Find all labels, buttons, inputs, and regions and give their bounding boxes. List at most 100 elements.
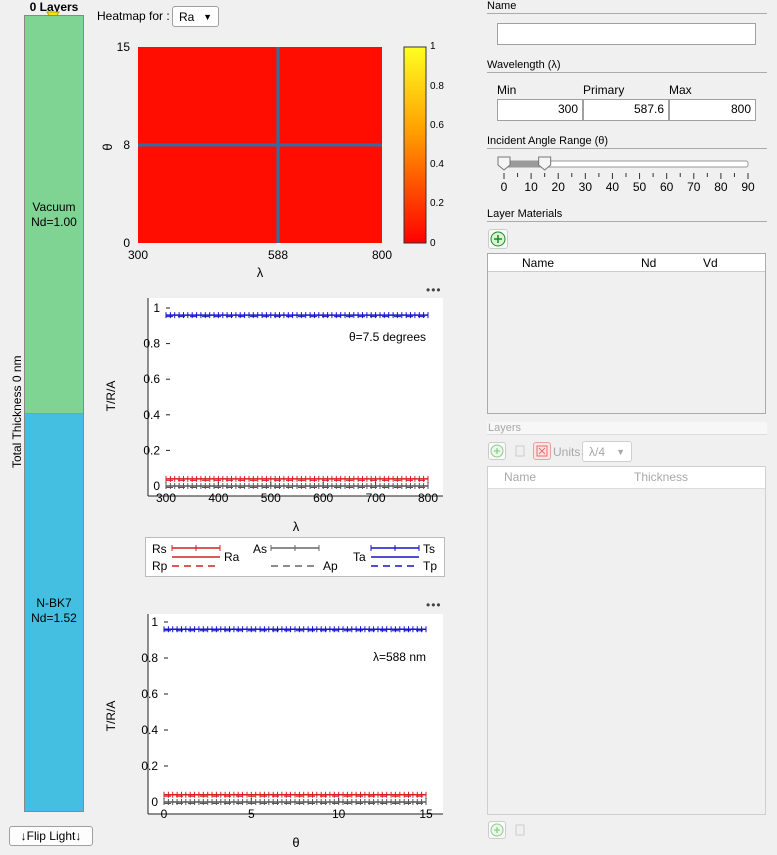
y-tick-label: 0: [153, 479, 160, 493]
heatmap-x-tick: 300: [128, 248, 148, 262]
slider-range-fill: [504, 161, 545, 167]
add-material-button[interactable]: [488, 229, 508, 249]
layer-name: Vacuum: [32, 200, 76, 214]
heatmap-select-value: Ra: [179, 9, 195, 24]
y-tick-label: 0.6: [143, 372, 160, 386]
layer-block-vacuum[interactable]: Vacuum Nd=1.00: [25, 16, 83, 414]
y-tick-label: 0.6: [141, 687, 158, 701]
layer-stack[interactable]: Vacuum Nd=1.00 N-BK7 Nd=1.52: [24, 15, 84, 812]
delete-layer-button[interactable]: [533, 442, 551, 460]
heatmap-x-label: λ: [257, 265, 264, 280]
angle-tick-label: 70: [687, 180, 701, 194]
name-section-label: Name: [487, 0, 767, 14]
plot1-y-label: T/R/A: [104, 381, 118, 412]
layer-block-nbk7[interactable]: N-BK7 Nd=1.52: [25, 414, 83, 811]
chevron-down-icon: ▼: [616, 446, 625, 457]
primary-wavelength-input[interactable]: 587.6: [583, 99, 669, 121]
legend-ts-label: Ts: [423, 542, 435, 556]
heatmap-select[interactable]: Ra ▼: [172, 6, 219, 27]
materials-section-label: Layer Materials: [487, 208, 767, 222]
slider-thumb-high[interactable]: [538, 156, 552, 171]
y-tick-label: 1: [153, 301, 160, 315]
plus-circle-icon: [490, 823, 504, 837]
plot-vs-angle: 0 5 10 15 1 0.8 0.6 0.4 0.2 0 λ=588 nm θ T/R/A: [104, 614, 443, 850]
min-wavelength-input[interactable]: 300: [497, 99, 583, 121]
col-vd: Vd: [703, 256, 718, 270]
plus-circle-icon: [490, 444, 504, 458]
y-tick-label: 0.8: [143, 337, 160, 351]
colorbar-tick: 0: [430, 238, 436, 249]
y-tick-label: 0.2: [141, 759, 158, 773]
angle-tick-label: 10: [524, 180, 538, 194]
x-tick-label: 10: [332, 807, 346, 821]
angle-tick-label: 90: [741, 180, 755, 194]
plot2-annotation: λ=588 nm: [373, 650, 426, 664]
x-tick-label: 0: [161, 807, 168, 821]
legend-ta-label: Ta: [353, 550, 366, 564]
layers-table[interactable]: Name Thickness: [487, 466, 766, 815]
y-tick-label: 0.2: [143, 443, 160, 457]
y-tick-label: 0.8: [141, 651, 158, 665]
units-label: Units: [553, 445, 581, 459]
colorbar-tick: 0.8: [430, 81, 444, 92]
add-layer-bottom-button[interactable]: [488, 821, 506, 839]
wavelength-section-label: Wavelength (λ): [487, 59, 767, 73]
plot1-x-label: λ: [293, 519, 300, 534]
legend-ap-label: Ap: [323, 559, 338, 573]
legend-rs-label: Rs: [152, 542, 167, 556]
angle-tick-label: 20: [552, 180, 566, 194]
heatmap-y-tick: 0: [123, 236, 130, 250]
layers-table-header: Name Thickness: [488, 467, 765, 489]
flip-light-button[interactable]: ↓Flip Light↓: [9, 826, 93, 846]
materials-table[interactable]: Name Nd Vd: [487, 253, 766, 414]
angle-range-slider[interactable]: 0 10 20 30 40 50 60 70 80 90: [495, 153, 760, 195]
angle-section-label: Incident Angle Range (θ): [487, 135, 767, 149]
heatmap-label: Heatmap for :: [97, 9, 170, 23]
copy-layer-button[interactable]: [511, 442, 529, 460]
more-options-icon[interactable]: •••: [426, 598, 442, 612]
x-tick-label: 800: [418, 491, 438, 505]
x-tick-label: 700: [366, 491, 386, 505]
heatmap-y-tick: 15: [117, 40, 131, 54]
legend: Rs Ra Rp As Ap Ta Ts Tp: [145, 537, 445, 577]
angle-tick-label: 30: [579, 180, 593, 194]
units-select[interactable]: λ/4 ▼: [582, 441, 632, 462]
layer-index: Nd=1.00: [31, 215, 77, 229]
y-tick-label: 1: [151, 615, 158, 629]
layer-count-title: 0 Layers: [29, 0, 79, 14]
more-options-icon[interactable]: •••: [426, 283, 442, 297]
legend-as-label: As: [253, 542, 267, 556]
copy-layer-bottom-button[interactable]: [511, 821, 529, 839]
add-layer-button[interactable]: [488, 442, 506, 460]
plot2-area: [148, 614, 443, 814]
colorbar-tick: 0.4: [430, 159, 444, 170]
x-tick-label: 15: [419, 807, 433, 821]
colorbar-tick: 1: [430, 41, 436, 52]
y-tick-label: 0: [151, 795, 158, 809]
x-tick-label: 600: [313, 491, 333, 505]
max-wavelength-input[interactable]: 800: [669, 99, 756, 121]
units-select-value: λ/4: [589, 444, 606, 459]
layers-section-label: Layers: [487, 422, 767, 435]
x-tick-label: 300: [156, 491, 176, 505]
angle-tick-label: 60: [660, 180, 674, 194]
name-input[interactable]: [497, 23, 756, 45]
plot-vs-wavelength: 300 400 500 600 700 800 1 0.8 0.6 0.4 0.2 0 θ=7.5 d…: [104, 298, 443, 534]
col-nd: Nd: [641, 256, 657, 270]
x-tick-label: 5: [248, 807, 255, 821]
layer-index: Nd=1.52: [31, 611, 77, 625]
layer-name: N-BK7: [36, 596, 72, 610]
copy-icon: [515, 824, 525, 836]
x-tick-label: 400: [208, 491, 228, 505]
heatmap-y-tick: 8: [123, 138, 130, 152]
plot2-x-label: θ: [292, 835, 299, 850]
col-name: Name: [504, 470, 537, 484]
heatmap-chart: 15 8 0 300 588 800 λ θ 1 0.8 0.6 0.4 0.2…: [100, 40, 444, 280]
legend-ra-label: Ra: [224, 550, 240, 564]
plot1-annotation: θ=7.5 degrees: [349, 330, 426, 344]
col-name: Name: [522, 256, 555, 270]
total-thickness-label: Total Thickness 0 nm: [10, 355, 24, 469]
slider-thumb-low[interactable]: [497, 156, 511, 171]
plot2-y-label: T/R/A: [104, 701, 118, 732]
plus-circle-icon: [490, 231, 506, 247]
